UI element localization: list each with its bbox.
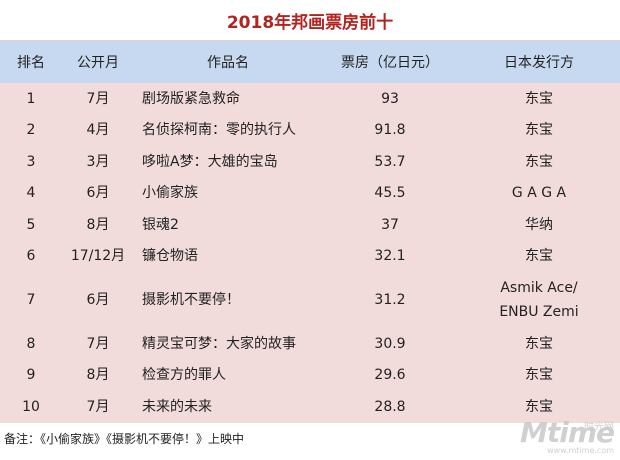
- box-office-cell: 28.8: [374, 398, 406, 415]
- month-cell: 6月: [86, 185, 110, 202]
- table-row: 8 7月 精灵宝可梦：大家的故事 30.9 东宝: [0, 328, 620, 360]
- distributor-name: 东宝: [525, 248, 553, 265]
- box-office-cell: 29.6: [374, 367, 406, 384]
- rank-cell: 1: [26, 90, 36, 107]
- rank-cell: 2: [26, 122, 36, 139]
- month-cell: 17/12月: [70, 248, 126, 265]
- month-cell: 7月: [86, 335, 110, 352]
- table-row: 5 8月 银魂2 37 华纳: [0, 209, 620, 241]
- rank-cell: 3: [26, 153, 36, 170]
- title-cell: 小偷家族: [142, 185, 198, 202]
- box-office-cell: 45.5: [374, 185, 406, 202]
- header-box-office: 票房（亿日元）: [341, 55, 439, 71]
- rank-cell: 5: [26, 216, 36, 233]
- distributor-cell: 华纳: [458, 209, 620, 241]
- distributor-cell: 东宝: [458, 360, 620, 392]
- watermark-url: www.mtime.com: [547, 446, 614, 455]
- rank-cell: 8: [26, 335, 36, 352]
- month-cell: 7月: [86, 398, 110, 415]
- table-row: 2 4月 名侦探柯南：零的执行人 91.8 东宝: [0, 114, 620, 147]
- header-title: 作品名: [207, 55, 249, 71]
- title-cell: 检查方的罪人: [142, 367, 226, 384]
- box-office-table: 排名 公开月 作品名 票房（亿日元） 日本发行方 1 7月 剧场版紧急救命 93 东宝 2…: [0, 41, 620, 423]
- distributor-name: 东宝: [525, 335, 553, 352]
- distributor-name: Asmik Ace/: [500, 280, 578, 296]
- month-cell: 7月: [86, 90, 110, 107]
- distributor-cell: 东宝: [458, 328, 620, 360]
- distributor-cell: 东宝: [458, 146, 620, 178]
- table-title: 2018年邦画票房前十: [0, 0, 620, 41]
- table-row: 1 7月 剧场版紧急救命 93 东宝: [0, 83, 620, 115]
- rank-cell: 4: [26, 185, 36, 202]
- footnote: 备注：《小偷家族》《摄影机不要停！》上映中: [4, 432, 245, 446]
- month-cell: 3月: [86, 153, 110, 170]
- header-row: 排名 公开月 作品名 票房（亿日元） 日本发行方: [0, 41, 620, 83]
- watermark-logo: Mtime: [519, 416, 615, 449]
- table-row: 7 6月 摄影机不要停！ 31.2 Asmik Ace/ENBU Zemi: [0, 272, 620, 328]
- box-office-cell: 53.7: [374, 153, 406, 170]
- rank-cell: 10: [22, 398, 40, 415]
- distributor-name: 华纳: [525, 216, 553, 233]
- distributor-cell: 东宝: [458, 241, 620, 273]
- title-cell: 名侦探柯南：零的执行人: [142, 122, 296, 139]
- month-cell: 4月: [86, 122, 110, 139]
- distributor-cell: 东宝: [458, 391, 620, 423]
- distributor-name: 东宝: [525, 90, 553, 107]
- distributor-name-line2: ENBU Zemi: [499, 304, 579, 320]
- title-cell: 剧场版紧急救命: [142, 90, 240, 107]
- box-office-cell: 91.8: [374, 122, 406, 139]
- month-cell: 6月: [86, 292, 110, 308]
- title-cell: 银魂2: [142, 216, 179, 233]
- header-month: 公开月: [77, 55, 119, 71]
- header-rank: 排名: [17, 55, 45, 71]
- box-office-cell: 93: [381, 90, 399, 107]
- title-cell: 摄影机不要停！: [142, 292, 240, 308]
- title-cell: 哆啦A梦：大雄的宝岛: [142, 153, 278, 170]
- rank-cell: 6: [26, 248, 36, 265]
- box-office-cell: 37: [381, 216, 399, 233]
- box-office-cell: 32.1: [374, 248, 406, 265]
- watermark-cn: 时光网: [584, 422, 614, 433]
- box-office-cell: 31.2: [374, 292, 406, 308]
- distributor-cell: G A G A: [458, 178, 620, 210]
- month-cell: 8月: [86, 367, 110, 384]
- distributor-name: G A G A: [511, 185, 567, 202]
- title-cell: 精灵宝可梦：大家的故事: [142, 335, 296, 352]
- watermark: 时光网 Mtime www.mtime.com: [519, 416, 615, 456]
- distributor-name: 东宝: [525, 122, 553, 139]
- table-row: 3 3月 哆啦A梦：大雄的宝岛 53.7 东宝: [0, 146, 620, 178]
- rank-cell: 7: [26, 292, 36, 308]
- distributor-name: 东宝: [525, 367, 553, 384]
- distributor-cell: 东宝: [458, 83, 620, 115]
- table-row: 9 8月 检查方的罪人 29.6 东宝: [0, 359, 620, 392]
- header-distributor: 日本发行方: [504, 55, 574, 71]
- rank-cell: 9: [26, 367, 36, 384]
- title-cell: 未来的未来: [142, 398, 212, 415]
- month-cell: 8月: [86, 216, 110, 233]
- box-office-cell: 30.9: [374, 335, 406, 352]
- table-row: 10 7月 未来的未来 28.8 东宝: [0, 391, 620, 423]
- distributor-name: 东宝: [525, 153, 553, 170]
- table-row: 6 17/12月 镰仓物语 32.1 东宝: [0, 240, 620, 273]
- distributor-name: 东宝: [525, 398, 553, 415]
- distributor-cell: 东宝: [458, 115, 620, 147]
- title-cell: 镰仓物语: [142, 248, 198, 265]
- table-row: 4 6月 小偷家族 45.5 G A G A: [0, 177, 620, 210]
- distributor-cell: Asmik Ace/ENBU Zemi: [458, 272, 620, 328]
